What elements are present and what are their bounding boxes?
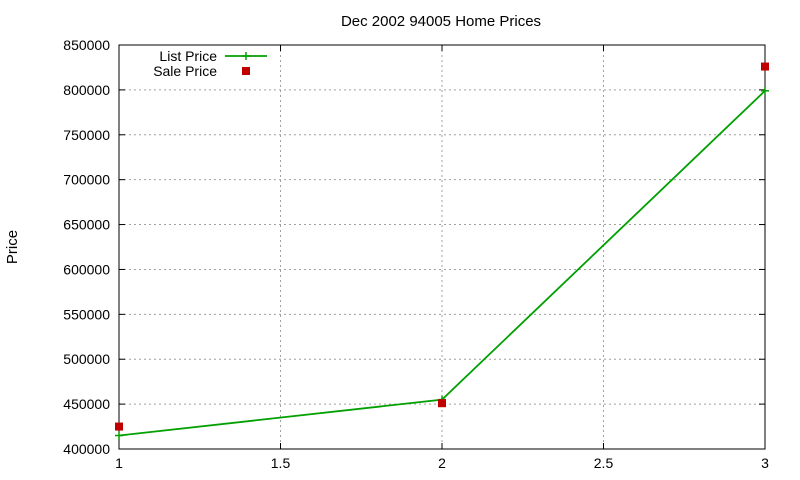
y-tick-label: 550000 <box>63 306 110 322</box>
y-tick-label: 400000 <box>63 441 110 457</box>
y-axis-label: Price <box>4 230 21 264</box>
list-price-point <box>761 86 769 95</box>
y-tick-label: 450000 <box>63 396 110 412</box>
list-price-line <box>118 90 766 437</box>
y-tick-label: 700000 <box>63 172 110 188</box>
x-tick-label: 1 <box>115 455 123 471</box>
x-tick-label: 2.5 <box>594 455 614 471</box>
legend-square-swatch <box>242 67 250 75</box>
x-tick-label: 2 <box>438 455 446 471</box>
chart-title: Dec 2002 94005 Home Prices <box>341 13 541 30</box>
sale-price-point <box>438 399 446 408</box>
legend-label: List Price <box>159 48 217 64</box>
y-tick-label: 750000 <box>63 127 110 143</box>
legend-plus-swatch <box>242 52 250 60</box>
sale-price-point <box>115 422 123 431</box>
grid <box>119 45 765 449</box>
y-tick-label: 850000 <box>63 37 110 53</box>
list-price-point <box>115 431 123 440</box>
y-tick-label: 650000 <box>63 217 110 233</box>
y-tick-label: 800000 <box>63 82 110 98</box>
y-tick-label: 600000 <box>63 261 110 277</box>
legend-label: Sale Price <box>153 63 217 79</box>
x-tick-label: 1.5 <box>271 455 291 471</box>
sale-price-point <box>761 62 769 71</box>
axis-ticks: 1 1.5 2 2.5 3 400000 450000 500000 550000 600000 6… <box>63 37 769 471</box>
x-tick-label: 3 <box>761 455 769 471</box>
data-series <box>115 62 769 440</box>
y-tick-label: 500000 <box>63 351 110 367</box>
series-sale-price <box>115 62 769 431</box>
